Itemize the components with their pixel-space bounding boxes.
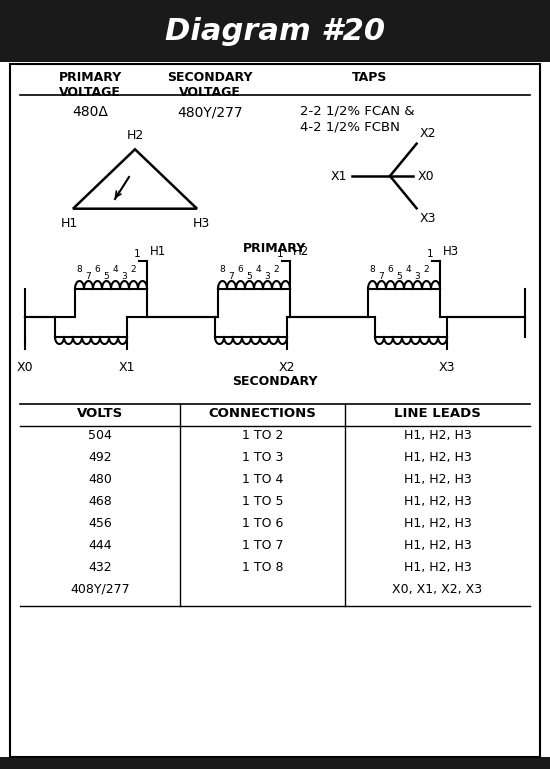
Text: CONNECTIONS: CONNECTIONS [208,407,316,420]
Text: H1, H2, H3: H1, H2, H3 [404,451,471,464]
Text: SECONDARY: SECONDARY [232,375,318,388]
Text: 480Y/277: 480Y/277 [177,105,243,119]
Text: H1, H2, H3: H1, H2, H3 [404,517,471,530]
Text: H1, H2, H3: H1, H2, H3 [404,561,471,574]
Text: PRIMARY
VOLTAGE: PRIMARY VOLTAGE [58,71,122,99]
Text: 444: 444 [88,539,112,552]
Text: H1, H2, H3: H1, H2, H3 [404,473,471,486]
Text: 1 TO 3: 1 TO 3 [242,451,283,464]
Text: H1: H1 [150,245,166,258]
Text: H3: H3 [443,245,459,258]
Text: X0, X1, X2, X3: X0, X1, X2, X3 [393,583,482,596]
Text: X1: X1 [331,169,347,182]
Text: 2: 2 [274,265,279,275]
Text: 2: 2 [131,265,136,275]
Text: 1 TO 7: 1 TO 7 [242,539,283,552]
Text: H2: H2 [126,129,144,142]
Text: 1: 1 [427,249,433,259]
Text: LINE LEADS: LINE LEADS [394,407,481,420]
Text: 3: 3 [415,272,420,281]
Text: 7: 7 [378,272,384,281]
Text: 1 TO 2: 1 TO 2 [242,429,283,442]
Text: 492: 492 [88,451,112,464]
Text: 1: 1 [277,249,283,259]
Text: 3: 3 [265,272,271,281]
Text: X2: X2 [279,361,295,374]
Text: H2: H2 [293,245,309,258]
Text: 4: 4 [406,265,411,275]
Text: 3: 3 [122,272,128,281]
Text: 4: 4 [256,265,261,275]
Text: VOLTS: VOLTS [77,407,123,420]
Text: 5: 5 [397,272,403,281]
Text: 468: 468 [88,495,112,508]
Text: 5: 5 [246,272,252,281]
Text: 432: 432 [88,561,112,574]
Text: 6: 6 [238,265,243,275]
Text: 480Δ: 480Δ [72,105,108,119]
Text: PRIMARY: PRIMARY [243,242,307,255]
Text: 408Y/277: 408Y/277 [70,583,130,596]
Text: 1: 1 [134,249,140,259]
Text: 1 TO 8: 1 TO 8 [242,561,283,574]
Text: 1 TO 6: 1 TO 6 [242,517,283,530]
Text: 5: 5 [103,272,109,281]
Bar [0,757,550,769]
Text: 1 TO 4: 1 TO 4 [242,473,283,486]
Text: 8: 8 [219,265,226,275]
Text: 2: 2 [424,265,430,275]
Text: 480: 480 [88,473,112,486]
Text: 4: 4 [113,265,118,275]
Text: H1, H2, H3: H1, H2, H3 [404,495,471,508]
Text: 504: 504 [88,429,112,442]
Text: 6: 6 [388,265,393,275]
Text: 6: 6 [95,265,100,275]
Text: X2: X2 [420,127,436,140]
Text: 8: 8 [76,265,82,275]
Text: 7: 7 [229,272,234,281]
Text: 1 TO 5: 1 TO 5 [242,495,283,508]
Text: 2-2 1/2% FCAN &
4-2 1/2% FCBN: 2-2 1/2% FCAN & 4-2 1/2% FCBN [300,105,415,133]
Text: H1, H2, H3: H1, H2, H3 [404,539,471,552]
Text: H1: H1 [60,217,78,230]
Text: 7: 7 [86,272,91,281]
Text: SECONDARY
VOLTAGE: SECONDARY VOLTAGE [167,71,253,99]
Text: Diagram #20: Diagram #20 [165,16,385,45]
Text: X3: X3 [439,361,455,374]
Text: H1, H2, H3: H1, H2, H3 [404,429,471,442]
Text: 456: 456 [88,517,112,530]
Text: X0: X0 [16,361,34,374]
Text: X0: X0 [418,169,434,182]
Text: H3: H3 [192,217,210,230]
Bar [0,0,550,62]
Text: TAPS: TAPS [353,71,388,84]
Text: X1: X1 [119,361,135,374]
Text: 8: 8 [370,265,375,275]
Text: X3: X3 [420,212,436,225]
